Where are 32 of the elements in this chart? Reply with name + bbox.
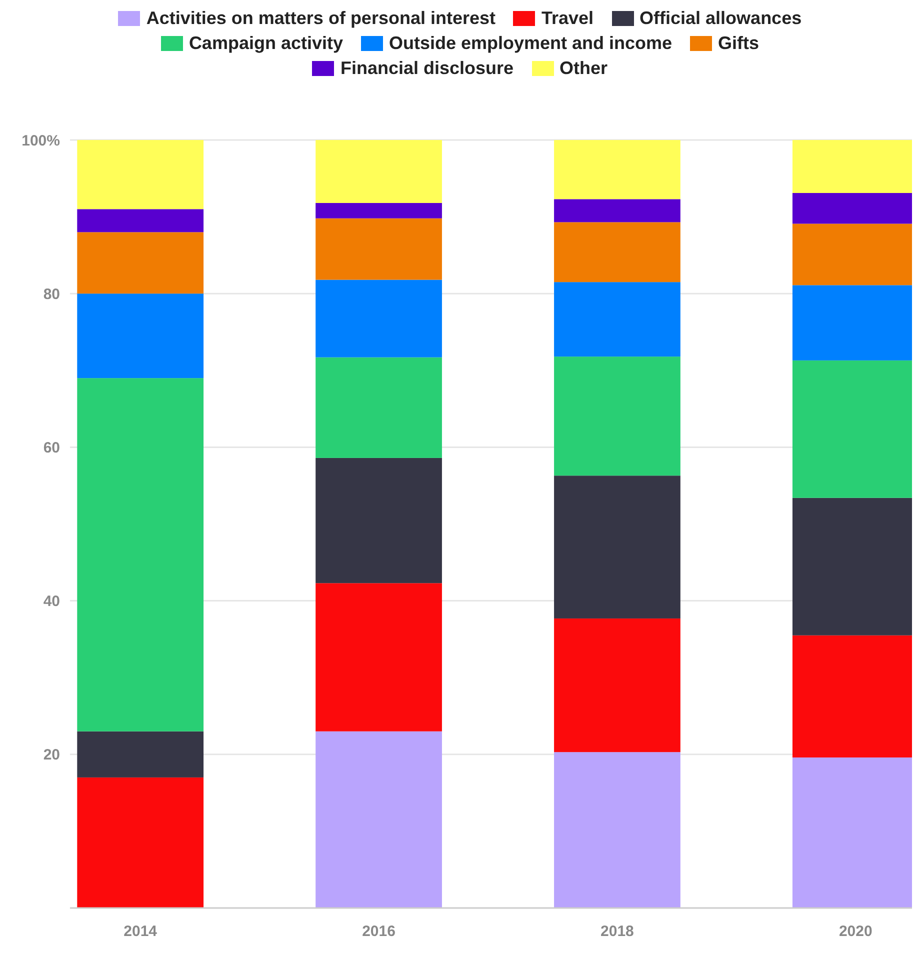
y-tick-label: 40 bbox=[43, 593, 60, 610]
y-tick-label: 20 bbox=[43, 746, 60, 764]
x-tick-label: 2020 bbox=[838, 923, 872, 940]
bar bbox=[316, 202, 442, 218]
bar bbox=[77, 140, 204, 210]
y-tick-label: 80 bbox=[43, 286, 60, 303]
x-tick-label: 2018 bbox=[600, 923, 634, 940]
legend-label: Gifts bbox=[718, 33, 760, 54]
bar bbox=[316, 357, 442, 458]
legend-label: Other bbox=[560, 58, 608, 79]
x-tick-label: 2014 bbox=[124, 923, 158, 940]
bar bbox=[77, 294, 204, 378]
bar bbox=[316, 458, 442, 584]
y-tick-label: 60 bbox=[43, 439, 60, 456]
x-tick-label: 2016 bbox=[362, 923, 396, 940]
legend-label: Official allowances bbox=[640, 8, 802, 29]
bar bbox=[77, 232, 204, 294]
bar bbox=[316, 731, 442, 908]
bar bbox=[316, 218, 442, 280]
y-tick-label: 100% bbox=[22, 132, 60, 150]
bar bbox=[77, 378, 204, 732]
bar bbox=[77, 777, 204, 908]
bar bbox=[316, 280, 442, 358]
legend-label: Travel bbox=[541, 8, 594, 29]
legend-label: Outside employment and income bbox=[388, 33, 672, 54]
legend-label: Activities on matters of personal interest bbox=[146, 8, 496, 29]
legend-label: Campaign activity bbox=[188, 33, 343, 54]
bar bbox=[316, 140, 442, 203]
legend-label: Financial disclosure bbox=[340, 58, 514, 79]
bar bbox=[77, 209, 204, 232]
bar bbox=[77, 731, 204, 778]
bar bbox=[316, 583, 442, 732]
